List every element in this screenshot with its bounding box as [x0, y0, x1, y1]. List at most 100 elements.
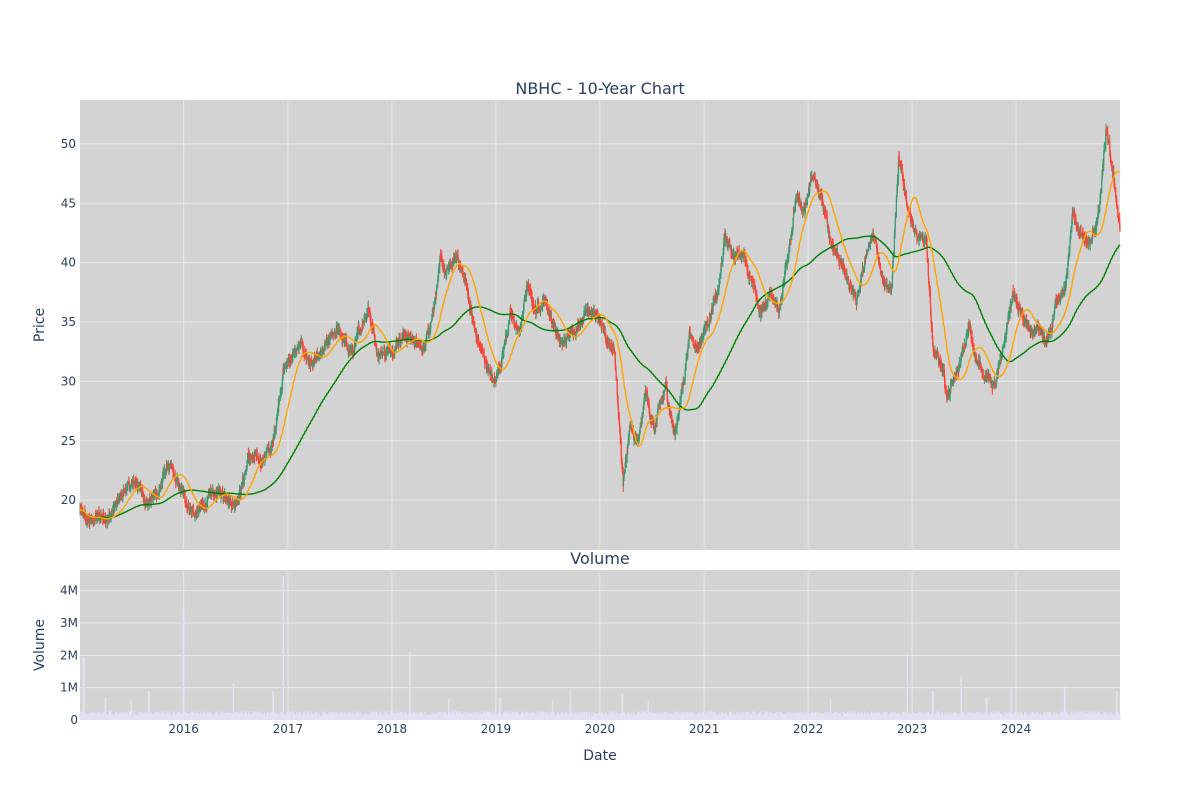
candle-body — [300, 340, 302, 343]
candle-body — [815, 180, 817, 182]
candle-body — [699, 342, 701, 343]
candle-body — [663, 390, 665, 394]
candle-body — [380, 351, 382, 354]
candle-body — [278, 401, 280, 407]
candle-body — [982, 375, 984, 378]
candle-body — [1057, 297, 1060, 300]
candle-body — [373, 328, 375, 334]
candle-body — [320, 351, 322, 353]
candle-body — [149, 498, 151, 502]
candle-body — [621, 466, 623, 472]
candle-body — [926, 245, 928, 254]
candle-body — [426, 332, 428, 335]
candle-body — [599, 322, 602, 325]
candle-body — [863, 268, 865, 272]
candle-body — [547, 309, 550, 312]
candle-body — [1002, 347, 1004, 349]
candle-body — [895, 200, 897, 218]
candle-body — [1046, 338, 1048, 341]
candle-body — [250, 458, 253, 460]
candle-body — [659, 403, 661, 405]
candle-body — [622, 479, 625, 486]
candle-body — [290, 359, 292, 361]
candle-body — [173, 472, 175, 476]
candle-body — [339, 329, 341, 333]
candle-body — [633, 436, 635, 438]
candle-body — [192, 510, 194, 513]
candle-body — [673, 429, 675, 431]
candle-body — [1022, 319, 1024, 321]
candle-body — [431, 318, 433, 322]
candle-body — [551, 322, 554, 324]
candle-body — [894, 220, 896, 228]
candle-body — [677, 418, 679, 420]
candle-body — [879, 264, 882, 271]
candle-body — [120, 493, 123, 496]
candle-body — [104, 519, 106, 522]
candle-body — [454, 256, 456, 259]
candle-body — [914, 229, 917, 232]
candle-body — [563, 338, 566, 340]
candle-body — [845, 275, 847, 277]
candle-body — [525, 290, 527, 295]
candle-body — [938, 360, 941, 364]
candle-body — [476, 335, 478, 338]
candle-body — [150, 500, 152, 502]
candle-body — [382, 353, 384, 355]
candle-body — [873, 234, 875, 237]
candle-body — [1034, 329, 1036, 331]
candle-body — [329, 336, 331, 341]
candle-body — [117, 497, 119, 499]
candle-body — [474, 327, 476, 330]
candle-body — [133, 481, 135, 484]
candle-body — [653, 423, 655, 427]
candle-body — [325, 341, 327, 345]
candle-body — [722, 253, 724, 258]
candle-body — [528, 285, 530, 289]
candle-body — [512, 316, 514, 318]
candle-body — [516, 325, 518, 330]
candle-body — [230, 500, 232, 504]
candle-body — [675, 426, 677, 428]
price-y-tick: 45 — [61, 196, 76, 210]
candle-body — [898, 156, 900, 162]
candle-body — [825, 213, 827, 214]
candle-body — [789, 244, 791, 248]
candle-body — [523, 301, 525, 305]
candle-body — [207, 497, 209, 501]
candle-body — [444, 269, 446, 273]
candle-body — [611, 346, 613, 349]
candle-body — [896, 195, 898, 201]
candle-body — [139, 483, 141, 485]
candle-body — [735, 254, 737, 259]
candle-body — [577, 323, 580, 326]
candle-body — [494, 379, 496, 382]
candle-body — [962, 347, 964, 352]
candle-body — [345, 339, 347, 342]
candle-body — [219, 490, 222, 494]
candle-body — [490, 373, 492, 376]
candle-body — [988, 374, 990, 376]
candle-body — [129, 487, 131, 489]
candle-body — [628, 431, 630, 441]
candle-body — [441, 256, 443, 262]
candle-body — [450, 265, 452, 267]
candle-body — [986, 375, 988, 379]
candle-body — [871, 237, 873, 240]
candle-body — [876, 253, 879, 254]
candle-body — [396, 343, 398, 347]
candle-body — [472, 317, 474, 320]
candle-body — [882, 280, 885, 283]
candle-body — [144, 500, 146, 504]
candle-body — [893, 235, 895, 254]
candle-body — [891, 274, 894, 288]
candle-body — [166, 463, 168, 466]
candle-body — [304, 353, 306, 356]
candle-body — [639, 426, 641, 428]
candle-body — [294, 349, 296, 352]
candle-body — [95, 518, 97, 520]
candle-body — [725, 239, 727, 242]
candle-body — [918, 235, 921, 239]
candle-body — [550, 316, 553, 322]
candle-body — [536, 308, 538, 313]
